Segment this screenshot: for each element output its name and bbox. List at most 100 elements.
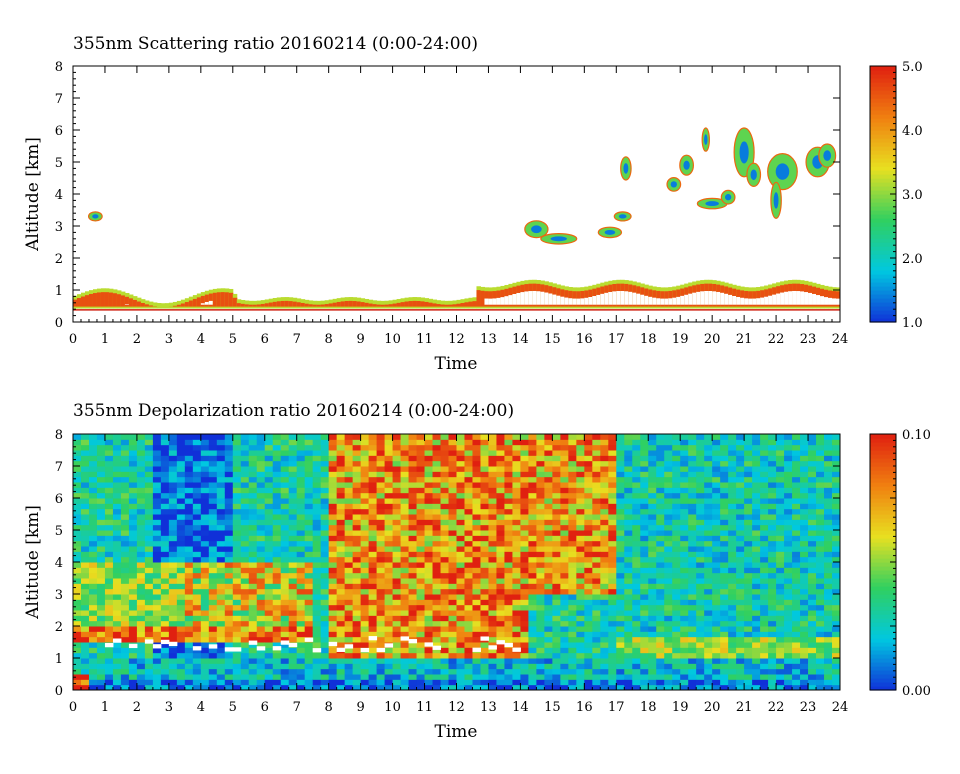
- dr-cell: [401, 610, 409, 616]
- dr-cell: [225, 471, 233, 477]
- dr-cell: [664, 642, 672, 648]
- dr-cell: [209, 669, 217, 675]
- dr-cell: [185, 599, 193, 605]
- dr-cell: [169, 471, 177, 477]
- dr-cell: [409, 599, 417, 605]
- dr-cell: [752, 583, 760, 589]
- dr-cell: [201, 658, 209, 664]
- dr-cell: [640, 519, 648, 525]
- dr-cell: [161, 525, 169, 531]
- dr-cell: [369, 605, 377, 611]
- dr-cell: [361, 535, 369, 541]
- dr-cell: [377, 514, 385, 520]
- dr-cell: [297, 610, 305, 616]
- dr-cell: [417, 679, 425, 685]
- dr-cell: [520, 631, 528, 637]
- dr-cell: [449, 525, 457, 531]
- dr-cell: [696, 621, 704, 627]
- dr-cell: [217, 658, 225, 664]
- dr-cell: [584, 466, 592, 472]
- dr-cell: [265, 525, 273, 531]
- dr-cell: [704, 525, 712, 531]
- dr-cell: [97, 626, 105, 632]
- dr-cell: [512, 487, 520, 493]
- dr-cell: [425, 503, 433, 509]
- dr-cell: [488, 674, 496, 680]
- dr-cell: [273, 674, 281, 680]
- dr-cell: [273, 525, 281, 531]
- dr-cell: [129, 434, 137, 440]
- dr-cell: [249, 525, 257, 531]
- dr-cell: [648, 674, 656, 680]
- dr-cell: [704, 439, 712, 445]
- dr-cell: [393, 669, 401, 675]
- dr-cell: [425, 493, 433, 499]
- colorbar-swatch: [870, 246, 896, 251]
- dr-cell: [568, 605, 576, 611]
- sr-cloud-core: [683, 161, 689, 170]
- dr-cell: [576, 461, 584, 467]
- dr-cell: [297, 631, 305, 637]
- dr-cell: [177, 674, 185, 680]
- dr-cell: [672, 573, 680, 579]
- dr-cell: [528, 578, 536, 584]
- dr-cell: [560, 567, 568, 573]
- dr-cell: [281, 541, 289, 547]
- dr-cell: [161, 509, 169, 515]
- dr-cell: [385, 610, 393, 616]
- dr-cell: [273, 573, 281, 579]
- dr-cell: [417, 434, 425, 440]
- dr-cell: [472, 509, 480, 515]
- dr-cell: [129, 653, 137, 659]
- dr-cell: [496, 573, 504, 579]
- sr-core-cell: [425, 302, 429, 307]
- dr-cell: [728, 658, 736, 664]
- dr-cell: [433, 615, 441, 621]
- sr-core-cell: [365, 303, 369, 307]
- dr-cell: [81, 626, 89, 632]
- dr-cell: [472, 466, 480, 472]
- dr-cell: [121, 626, 129, 632]
- dr-cell: [385, 631, 393, 637]
- dr-cell: [137, 439, 145, 445]
- dr-cell: [656, 498, 664, 504]
- dr-cell: [728, 583, 736, 589]
- dr-cell: [744, 439, 752, 445]
- dr-cell: [696, 669, 704, 675]
- dr-cell: [592, 589, 600, 595]
- y-tick-label: 8: [55, 60, 63, 75]
- dr-cell: [169, 551, 177, 557]
- dr-cell: [488, 535, 496, 541]
- dr-cell: [464, 455, 472, 461]
- dr-cell: [449, 674, 457, 680]
- dr-cell: [528, 674, 536, 680]
- dr-cell: [161, 679, 169, 685]
- dr-cell: [672, 562, 680, 568]
- dr-cell: [648, 637, 656, 643]
- dr-cell: [608, 647, 616, 653]
- dr-cell: [640, 583, 648, 589]
- dr-cell: [193, 487, 201, 493]
- dr-cell: [377, 455, 385, 461]
- dr-cell: [169, 562, 177, 568]
- dr-cell: [105, 573, 113, 579]
- dr-cell: [369, 615, 377, 621]
- dr-cell: [744, 546, 752, 552]
- sr-core-cell: [357, 301, 361, 306]
- sr-saturated-cell: [764, 297, 768, 305]
- dr-cell: [664, 626, 672, 632]
- dr-cell: [712, 530, 720, 536]
- dr-cell: [201, 455, 209, 461]
- dr-cell: [560, 562, 568, 568]
- dr-cell: [712, 557, 720, 563]
- dr-cell: [305, 599, 313, 605]
- dr-cell: [584, 674, 592, 680]
- sr-core-cell: [217, 292, 221, 306]
- dr-cell: [504, 455, 512, 461]
- dr-cell: [217, 567, 225, 573]
- dr-cell: [728, 450, 736, 456]
- dr-cell: [193, 594, 201, 600]
- dr-cell: [552, 530, 560, 536]
- dr-cell: [720, 631, 728, 637]
- dr-cell: [544, 493, 552, 499]
